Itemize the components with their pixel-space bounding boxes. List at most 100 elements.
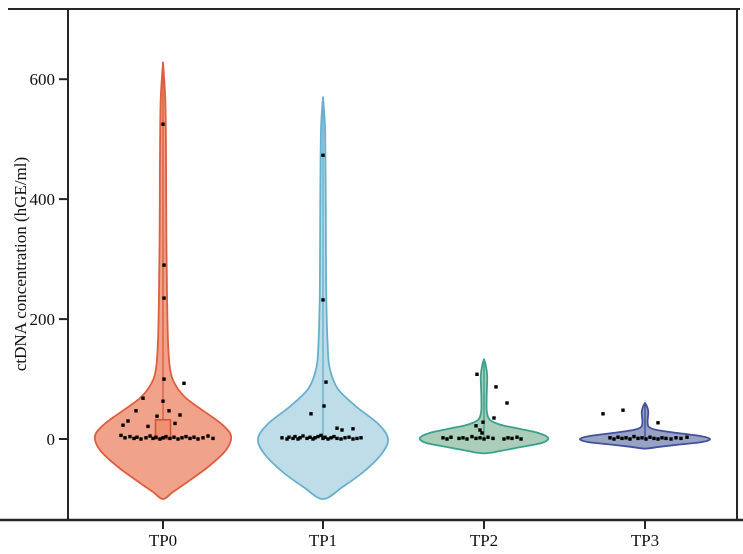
data-point xyxy=(608,436,612,440)
data-point xyxy=(506,436,510,440)
y-tick-label-2: 400 xyxy=(29,190,56,210)
data-point xyxy=(461,436,465,440)
x-tick-label-TP2: TP2 xyxy=(469,531,499,550)
data-point xyxy=(624,436,628,440)
data-point xyxy=(305,436,309,441)
data-point xyxy=(155,414,159,418)
data-point xyxy=(293,434,297,439)
data-point xyxy=(180,436,184,440)
data-point xyxy=(355,436,359,441)
data-point xyxy=(482,437,486,441)
data-point xyxy=(298,436,302,440)
data-point xyxy=(335,436,339,441)
data-point xyxy=(211,436,215,441)
data-point xyxy=(141,396,145,400)
data-point xyxy=(148,434,152,438)
data-point xyxy=(502,437,506,441)
violin-points-TP3 xyxy=(601,408,689,441)
data-point xyxy=(188,436,192,441)
data-point xyxy=(126,419,130,423)
data-point xyxy=(632,434,636,439)
data-point xyxy=(640,436,644,440)
data-point xyxy=(470,434,474,439)
data-point xyxy=(612,437,616,441)
data-point xyxy=(515,435,519,439)
data-point xyxy=(644,437,648,441)
x-tick-label-TP1: TP1 xyxy=(308,531,338,550)
data-point xyxy=(359,436,363,440)
data-point xyxy=(168,436,172,441)
data-point xyxy=(172,435,176,439)
data-point xyxy=(326,437,330,441)
data-point xyxy=(123,436,127,440)
data-point xyxy=(505,401,509,405)
data-point xyxy=(154,435,158,439)
violin-points-TP2 xyxy=(441,372,523,441)
data-point xyxy=(669,437,673,441)
data-point xyxy=(601,412,605,416)
data-point xyxy=(321,153,325,157)
data-point xyxy=(679,436,683,441)
data-point xyxy=(486,435,490,439)
y-tick-label-0: 0 xyxy=(46,430,56,449)
data-point xyxy=(648,435,652,439)
data-point xyxy=(491,436,495,441)
data-point xyxy=(494,385,498,389)
data-point xyxy=(296,437,300,441)
data-point xyxy=(475,372,479,376)
y-tick-label-1: 200 xyxy=(29,310,56,330)
data-point xyxy=(685,435,689,439)
data-point xyxy=(316,434,320,439)
data-point xyxy=(660,436,664,440)
data-point xyxy=(652,436,656,441)
data-point xyxy=(128,434,132,439)
data-point xyxy=(321,298,325,302)
violin-points-TP0 xyxy=(119,122,215,441)
data-point xyxy=(158,437,162,441)
data-point xyxy=(144,436,148,440)
data-point xyxy=(119,433,123,438)
data-point xyxy=(656,437,660,441)
y-axis-title: ctDNA concentration (hGE/ml) xyxy=(11,156,30,372)
data-point xyxy=(441,436,445,440)
data-point xyxy=(135,435,139,439)
data-point xyxy=(474,424,478,428)
data-point xyxy=(301,434,305,438)
data-point xyxy=(664,436,668,441)
data-point xyxy=(162,377,166,381)
data-point xyxy=(620,436,624,441)
data-point xyxy=(311,437,315,441)
data-point xyxy=(121,423,125,427)
data-point xyxy=(628,437,632,441)
data-point xyxy=(324,380,328,384)
data-point xyxy=(519,437,523,441)
data-point xyxy=(322,404,326,408)
data-point xyxy=(151,436,155,441)
data-point xyxy=(674,436,678,440)
data-point xyxy=(162,263,166,267)
data-point xyxy=(309,412,313,416)
data-point xyxy=(335,426,339,430)
data-point xyxy=(161,399,165,403)
data-point xyxy=(176,437,180,441)
data-point xyxy=(280,436,284,440)
data-point xyxy=(492,416,496,420)
data-point xyxy=(319,433,323,438)
data-point xyxy=(321,436,325,441)
y-tick-label-3: 600 xyxy=(29,70,56,90)
data-point xyxy=(478,436,482,440)
data-point xyxy=(339,437,343,441)
data-point xyxy=(474,436,478,441)
data-point xyxy=(323,435,327,439)
data-point xyxy=(206,434,210,438)
data-point xyxy=(332,434,336,439)
data-point xyxy=(465,437,469,441)
violin-points-TP1 xyxy=(280,153,363,441)
data-point xyxy=(351,437,355,441)
data-point xyxy=(285,437,289,441)
data-point xyxy=(167,409,171,413)
data-point xyxy=(457,436,461,441)
data-point xyxy=(196,437,200,441)
